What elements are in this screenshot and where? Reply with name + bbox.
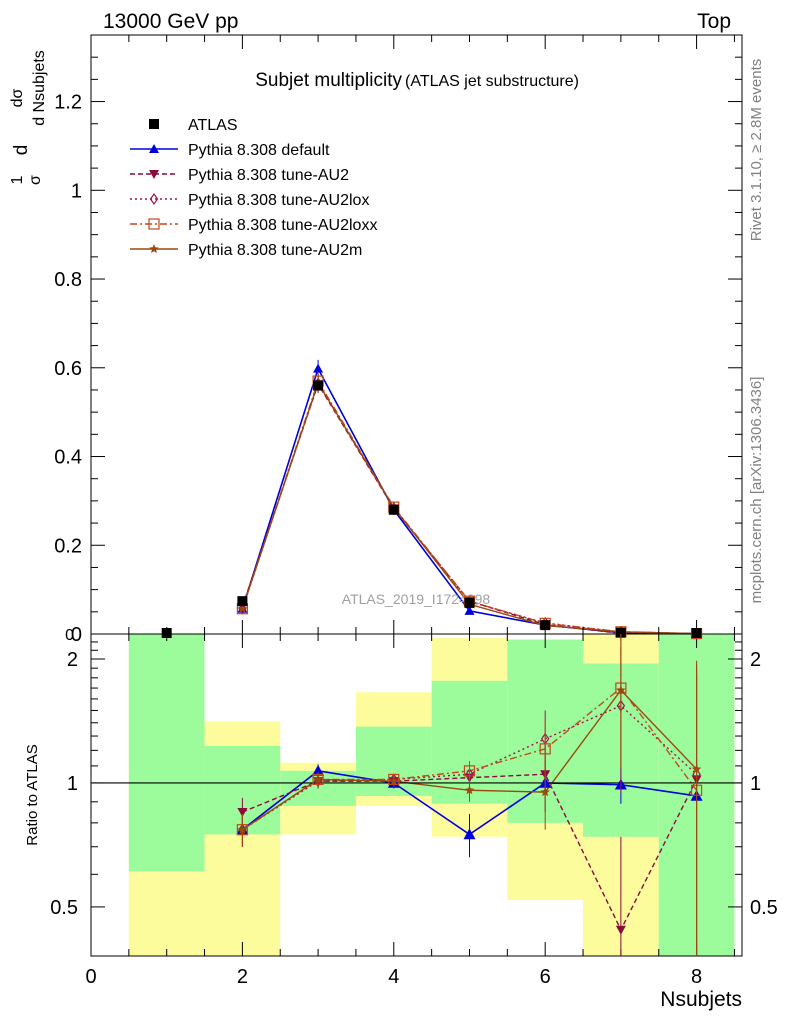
ratio-band-inner (128, 634, 205, 872)
ylabel-d-top: d (11, 145, 32, 156)
main-y-axis-label: d 1 σ dσ d Nsubjets (9, 50, 48, 185)
ratio-plot-frame (90, 633, 743, 957)
atlas-data-point (691, 628, 702, 638)
ylabel-sigma: σ (27, 175, 44, 185)
rivet-version-label: Rivet 3.1.10, ≥ 2.8M events (748, 59, 765, 242)
ratio-y-tick-label-right: 1 (750, 773, 761, 795)
atlas-data-point (615, 627, 626, 638)
analysis-watermark: ATLAS_2019_I1724098 (342, 591, 491, 607)
ratio-point (313, 774, 323, 784)
atlas-data-point (540, 620, 551, 631)
ratio-point (463, 828, 476, 840)
main-y-tick-label: 0.6 (54, 358, 82, 380)
atlas-data-point (313, 380, 324, 391)
ratio-point (237, 824, 248, 834)
header-left-label: 13000 GeV pp (103, 10, 238, 33)
atlas-data-point (237, 596, 248, 607)
legend-marker (149, 192, 159, 206)
ratio-point (463, 765, 476, 777)
ratio-point (616, 685, 626, 695)
legend-label: ATLAS (188, 117, 238, 134)
ylabel-one: 1 (9, 175, 26, 184)
ratio-y-tick-label-right: 0.5 (750, 897, 778, 919)
mcplots-label: mcplots.cern.ch [arXiv:1306.3436] (748, 377, 765, 604)
legend-label: Pythia 8.308 default (188, 142, 330, 159)
header-right-label: Top (697, 10, 731, 33)
atlas-data-point (388, 504, 399, 515)
legend-label: Pythia 8.308 tune-AU2m (188, 242, 362, 259)
x-axis-label: Nsubjets (660, 988, 742, 1011)
x-tick-label: 0 (85, 966, 96, 988)
ylabel-dsigma: dσ (9, 88, 26, 107)
main-y-tick-label: 0 (71, 624, 82, 646)
legend-marker (149, 244, 159, 253)
atlas-data-point (464, 597, 475, 608)
chart-subtitle: (ATLAS jet substructure) (405, 73, 579, 90)
main-y-tick-label: 0.4 (54, 447, 82, 469)
ratio-y-tick-label: 1 (67, 773, 78, 795)
legend-marker (149, 170, 159, 179)
main-y-tick-label: 1 (71, 180, 82, 202)
main-y-tick-label: 1.2 (54, 92, 82, 114)
ratio-y-tick-label: 2 (67, 649, 78, 671)
atlas-data-point (161, 628, 172, 638)
data-point (237, 603, 248, 613)
legend: ATLAS Pythia 8.308 default Pythia 8.308 tu… (130, 117, 377, 259)
legend-marker (149, 119, 159, 129)
x-tick-label: 6 (540, 966, 551, 988)
ratio-point (464, 785, 475, 795)
ratio-point (539, 743, 551, 755)
data-point (464, 605, 475, 615)
main-y-tick-label: 0.2 (54, 535, 82, 557)
ratio-point (540, 787, 550, 797)
ratio-point (615, 925, 626, 935)
chart-title: Subjet multiplicity (255, 70, 402, 91)
legend-marker (148, 218, 160, 230)
main-y-tick-label: 0.8 (54, 269, 82, 291)
legend-label: Pythia 8.308 tune-AU2loxx (188, 217, 377, 234)
x-tick-label: 2 (237, 966, 248, 988)
ratio-point (312, 764, 325, 776)
x-tick-label: 8 (691, 966, 702, 988)
x-tick-label: 4 (388, 966, 399, 988)
data-point (313, 363, 324, 373)
legend-label: Pythia 8.308 tune-AU2lox (188, 192, 369, 209)
legend-label: Pythia 8.308 tune-AU2 (188, 167, 349, 184)
ratio-y-tick-label: 0.5 (50, 897, 78, 919)
ylabel-d-nsubjets: d Nsubjets (31, 50, 48, 126)
ratio-point (691, 764, 702, 774)
ratio-y-axis-label: Ratio to ATLAS (24, 744, 41, 845)
ratio-point (237, 808, 248, 818)
main-y-tick-label-zero-clipped: 0 (65, 627, 74, 644)
legend-marker (149, 144, 159, 153)
ratio-y-tick-label-right: 2 (750, 649, 761, 671)
ratio-point (389, 776, 399, 786)
